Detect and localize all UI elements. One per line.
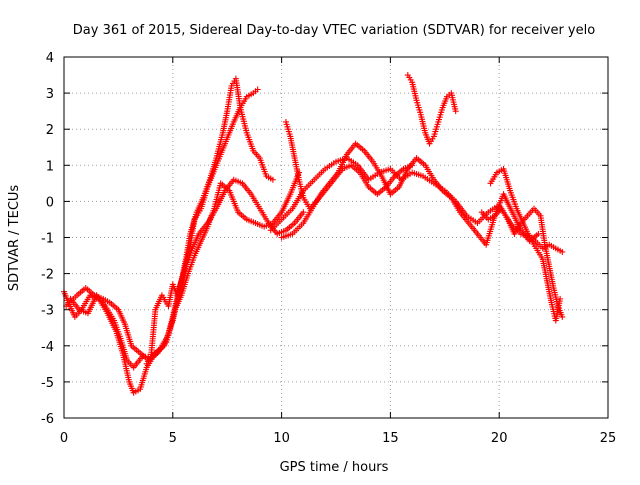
data-point (409, 162, 416, 169)
y-axis-label: SDTVAR / TECUs (7, 185, 22, 292)
y-tick-label: 4 (46, 51, 54, 66)
x-axis-label: GPS time / hours (280, 460, 389, 475)
series-trace-j (487, 165, 564, 324)
y-tick-label: -4 (41, 340, 54, 355)
chart-title: Day 361 of 2015, Sidereal Day-to-day VTE… (73, 23, 595, 38)
data-point (452, 108, 459, 115)
y-tick-label: -6 (41, 412, 54, 427)
y-tick-label: -1 (41, 232, 54, 247)
y-tick-label: 0 (46, 195, 54, 210)
y-tick-label: -2 (41, 268, 54, 283)
y-tick-label: 3 (46, 87, 54, 102)
x-tick-label: 20 (491, 431, 508, 446)
series-trace-i (478, 205, 566, 320)
y-tick-label: -5 (41, 376, 54, 391)
x-tick-label: 5 (169, 431, 177, 446)
data-point (559, 313, 566, 320)
plot-frame (63, 56, 609, 419)
data-point (559, 248, 566, 255)
y-tick-label: -3 (41, 304, 54, 319)
x-tick-label: 15 (382, 431, 399, 446)
series-trace-g (282, 118, 416, 212)
data-point (557, 295, 564, 302)
x-tick-label: 25 (600, 431, 617, 446)
series-trace-d (143, 86, 261, 367)
axes-layer: 0 5 10 15 20 25 -6 -5 -4 -3 -2 -1 0 1 2 3 4 (41, 51, 616, 446)
y-tick-label: 2 (46, 123, 54, 138)
x-tick-label: 10 (273, 431, 290, 446)
data-point (300, 209, 307, 216)
data-layer (61, 72, 566, 396)
data-point (269, 176, 276, 183)
x-tick-label: 0 (60, 431, 68, 446)
y-tick-label: 1 (46, 159, 54, 174)
data-point (254, 86, 261, 93)
series-trace-h (404, 72, 459, 147)
